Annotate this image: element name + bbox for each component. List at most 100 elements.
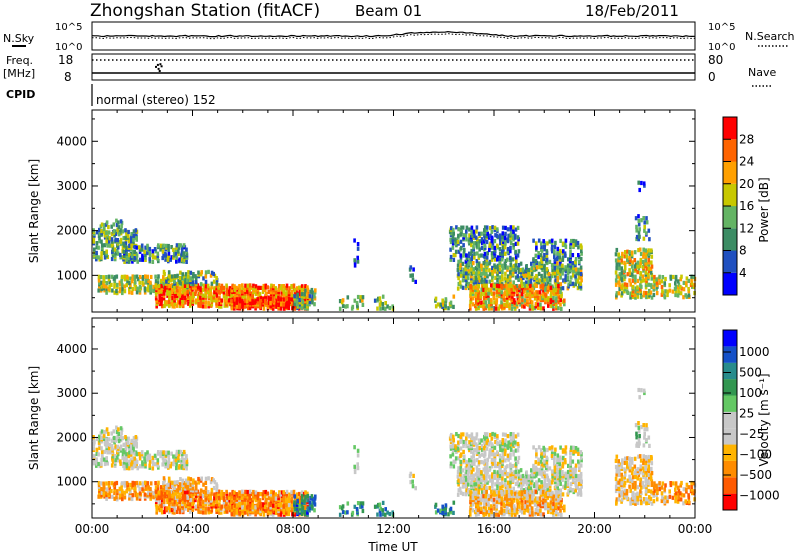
power-cell [144, 257, 147, 262]
velocity-cell [485, 489, 488, 494]
power-cell [543, 274, 546, 279]
velocity-cell [447, 512, 450, 517]
power-cell [557, 287, 561, 292]
power-cell [186, 289, 189, 294]
velocity-cell [103, 461, 107, 467]
velocity-cell [514, 461, 518, 467]
power-cell [503, 261, 507, 266]
power-cell [180, 281, 184, 286]
velocity-cell [222, 492, 225, 497]
power-cell [228, 292, 231, 297]
power-cell [434, 296, 438, 301]
power-cell [631, 289, 635, 294]
power-cell [490, 251, 494, 256]
power-cell [148, 257, 151, 262]
velocity-cell [189, 492, 193, 497]
velocity-cell [148, 463, 151, 468]
power-cell [277, 296, 280, 302]
velocity-cell [569, 481, 573, 486]
velocity-cell [473, 484, 476, 489]
velocity-cell [207, 476, 210, 481]
velocity-cell [278, 490, 281, 495]
power-cell [262, 296, 265, 301]
power-cell [259, 285, 263, 290]
power-cell [525, 264, 528, 269]
velocity-cell [101, 456, 104, 461]
velocity-cell [468, 509, 472, 514]
velocity-cell [555, 467, 559, 472]
velocity-cell [506, 492, 509, 497]
velocity-cell [116, 434, 119, 439]
power-cell [489, 288, 493, 293]
power-cell [518, 287, 521, 293]
power-cell [483, 225, 487, 230]
power-cell [182, 243, 186, 248]
power-cell [248, 289, 251, 294]
power-cell [512, 229, 515, 234]
power-cell [505, 302, 508, 307]
power-cell [571, 253, 575, 258]
velocity-cell [241, 500, 245, 505]
velocity-cell [228, 498, 231, 503]
velocity-cell [223, 509, 227, 514]
velocity-cell [228, 508, 232, 513]
power-cell [517, 268, 521, 273]
power-cell [664, 289, 667, 294]
power-cell [291, 306, 294, 311]
velocity-cell [356, 501, 360, 506]
power-cell [642, 268, 645, 273]
power-cell [264, 283, 268, 288]
power-cell [205, 290, 208, 295]
velocity-cell [280, 503, 283, 508]
velocity-cell [543, 474, 547, 479]
power-cell [485, 261, 489, 266]
velocity-cell [161, 456, 165, 461]
velocity-cell [215, 490, 219, 495]
velocity-cell [264, 500, 267, 505]
power-cell [194, 280, 198, 285]
power-cell [532, 238, 535, 243]
power-cell [677, 285, 680, 290]
velocity-cell [116, 458, 120, 463]
power-cell [650, 273, 654, 278]
velocity-cell [467, 468, 470, 473]
velocity-cell [155, 492, 158, 497]
power-cell [353, 238, 356, 243]
velocity-cell [480, 506, 483, 511]
velocity-cell [474, 486, 478, 491]
power-cell [233, 294, 236, 299]
velocity-cell [527, 479, 530, 485]
power-cell [498, 257, 502, 262]
velocity-cell [110, 481, 114, 486]
velocity-cell [264, 494, 267, 499]
power-cell [117, 220, 120, 225]
power-cell [225, 283, 228, 288]
power-cell [212, 271, 215, 277]
power-cell [129, 276, 132, 281]
velocity-cell [464, 477, 468, 482]
power-cell [178, 286, 181, 291]
power-cell [213, 290, 216, 295]
power-cell [185, 251, 189, 256]
power-cell [173, 285, 176, 291]
velocity-cell [483, 470, 487, 475]
velocity-cell [201, 510, 205, 515]
power-cell [650, 276, 654, 281]
velocity-cell [465, 469, 468, 475]
power-cell [574, 282, 577, 287]
velocity-cell [501, 450, 505, 455]
power-cell [475, 229, 478, 234]
velocity-cell [191, 482, 195, 487]
velocity-cell [189, 477, 193, 482]
power-cell [509, 266, 512, 271]
power-cell [163, 285, 167, 290]
velocity-cell [177, 458, 180, 463]
velocity-cell [107, 431, 110, 436]
power-cell [516, 300, 520, 305]
power-cell [548, 259, 552, 264]
power-cell [482, 306, 486, 311]
velocity-cell [241, 510, 244, 515]
velocity-cell [504, 448, 507, 453]
velocity-cell [458, 472, 462, 477]
power-cell [460, 245, 463, 250]
